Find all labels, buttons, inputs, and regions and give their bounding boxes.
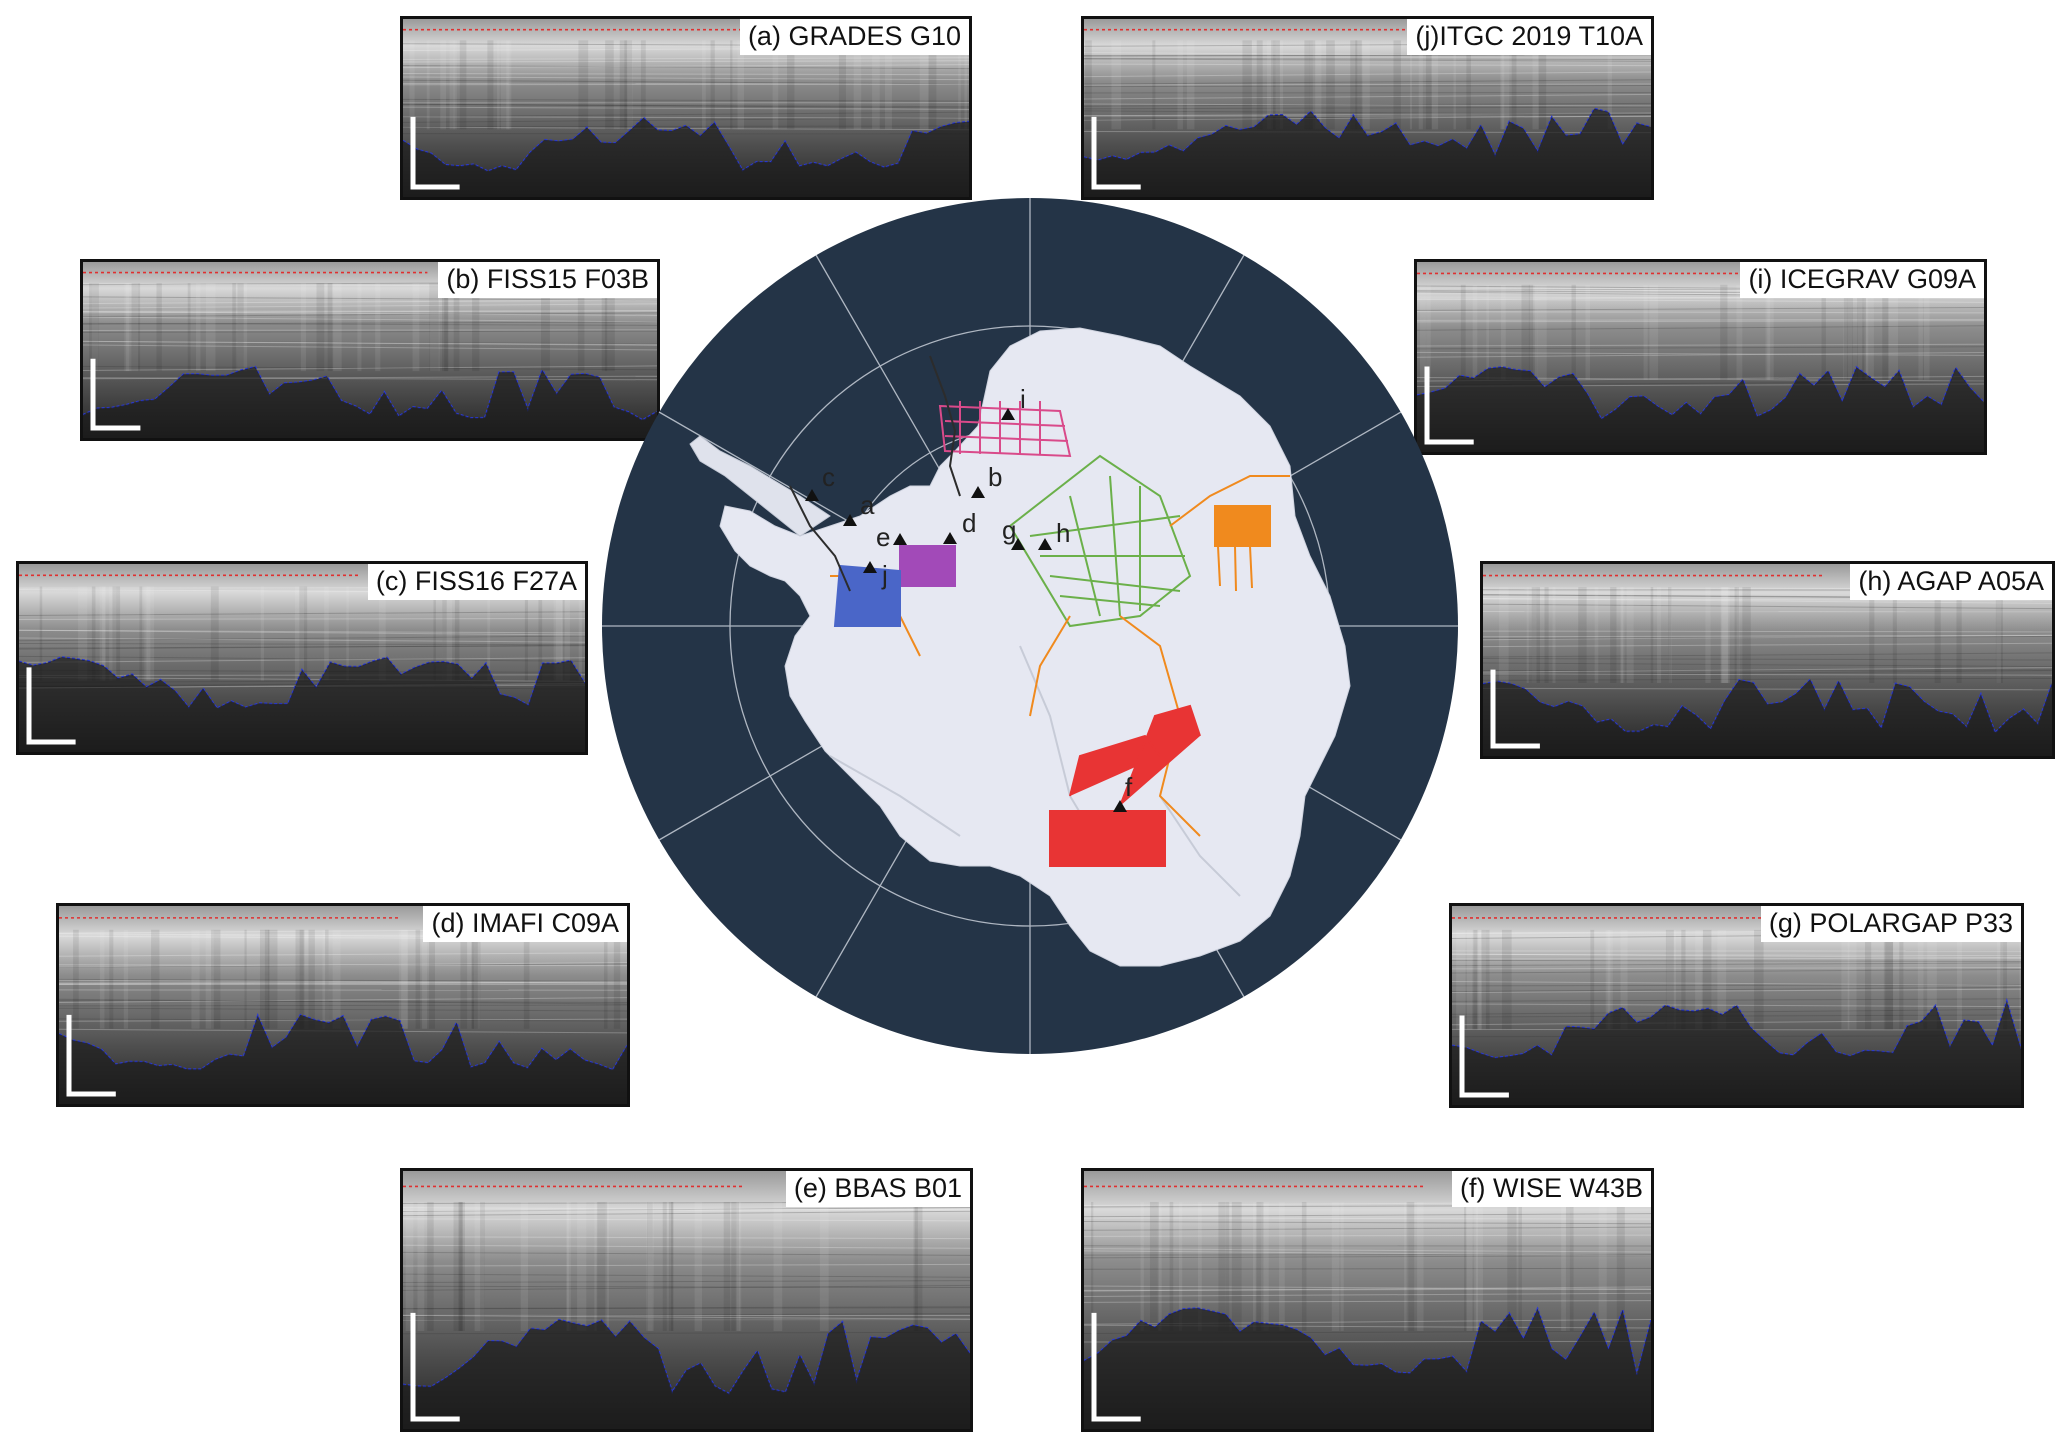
site-marker-i <box>1001 408 1015 420</box>
site-marker-h <box>1038 538 1052 550</box>
panel-label: (f) WISE W43B <box>1451 1171 1651 1207</box>
radargram-panel-h: (h) AGAP A05A <box>1480 561 2055 759</box>
radargram-panel-i: (i) ICEGRAV G09A <box>1414 259 1987 455</box>
site-label-j: j <box>881 560 888 590</box>
antarctic-peninsula <box>689 435 831 537</box>
panel-label: (g) POLARGAP P33 <box>1760 906 2021 942</box>
grades-lines <box>789 355 961 592</box>
site-label-b: b <box>988 462 1002 492</box>
radargram-image <box>1452 906 2021 1105</box>
panel-label: (j)ITGC 2019 T10A <box>1407 19 1651 55</box>
site-label-e: e <box>876 522 890 552</box>
radargram-image <box>1084 1171 1651 1429</box>
site-label-c: c <box>822 462 835 492</box>
radargram-image <box>1084 19 1651 197</box>
agap-block <box>1214 505 1271 592</box>
radargram-panel-d: (d) IMAFI C09A <box>56 903 630 1107</box>
panel-label: (e) BBAS B01 <box>785 1171 970 1207</box>
polargap-lines <box>1008 454 1192 628</box>
site-label-g: g <box>1002 515 1016 545</box>
imafi-block <box>899 545 956 587</box>
radargram-panel-g: (g) POLARGAP P33 <box>1449 903 2024 1108</box>
site-label-i: i <box>1020 384 1026 414</box>
antarctica-polar-map: i b c a d e j g h f <box>602 198 1458 1054</box>
site-marker-g <box>1011 538 1025 550</box>
radargram-image <box>83 262 657 438</box>
panel-label: (d) IMAFI C09A <box>423 906 627 942</box>
site-marker-e <box>893 533 907 545</box>
panel-label: (b) FISS15 F03B <box>438 262 657 298</box>
panel-label: (i) ICEGRAV G09A <box>1740 262 1984 298</box>
site-marker-j <box>863 561 877 573</box>
site-marker-d <box>943 532 957 544</box>
site-marker-a <box>843 514 857 526</box>
radargram-panel-a: (a) GRADES G10 <box>400 16 972 200</box>
site-markers <box>805 408 1127 812</box>
site-label-d: d <box>962 508 976 538</box>
survey-lines <box>789 355 1290 867</box>
site-label-f: f <box>1125 772 1133 802</box>
ice-sheet <box>719 327 1351 967</box>
site-label-a: a <box>860 490 875 520</box>
radargram-image <box>403 1171 970 1429</box>
site-labels: i b c a d e j g h f <box>822 384 1133 802</box>
wise-block <box>1049 704 1201 867</box>
radargram-panel-f: (f) WISE W43B <box>1081 1168 1654 1432</box>
panel-label: (a) GRADES G10 <box>739 19 969 55</box>
radargram-panel-j: (j)ITGC 2019 T10A <box>1081 16 1654 200</box>
site-marker-f <box>1113 800 1127 812</box>
site-marker-b <box>971 486 985 498</box>
radargram-panel-c: (c) FISS16 F27A <box>16 561 588 755</box>
radargram-panel-b: (b) FISS15 F03B <box>80 259 660 441</box>
panel-label: (h) AGAP A05A <box>1850 564 2052 600</box>
site-label-h: h <box>1056 518 1070 548</box>
radargram-panel-e: (e) BBAS B01 <box>400 1168 973 1432</box>
site-marker-c <box>805 489 819 501</box>
icegrav-lines <box>938 401 1072 458</box>
bbas-block <box>833 564 901 627</box>
radargram-image <box>1417 262 1984 452</box>
panel-label: (c) FISS16 F27A <box>367 564 585 600</box>
